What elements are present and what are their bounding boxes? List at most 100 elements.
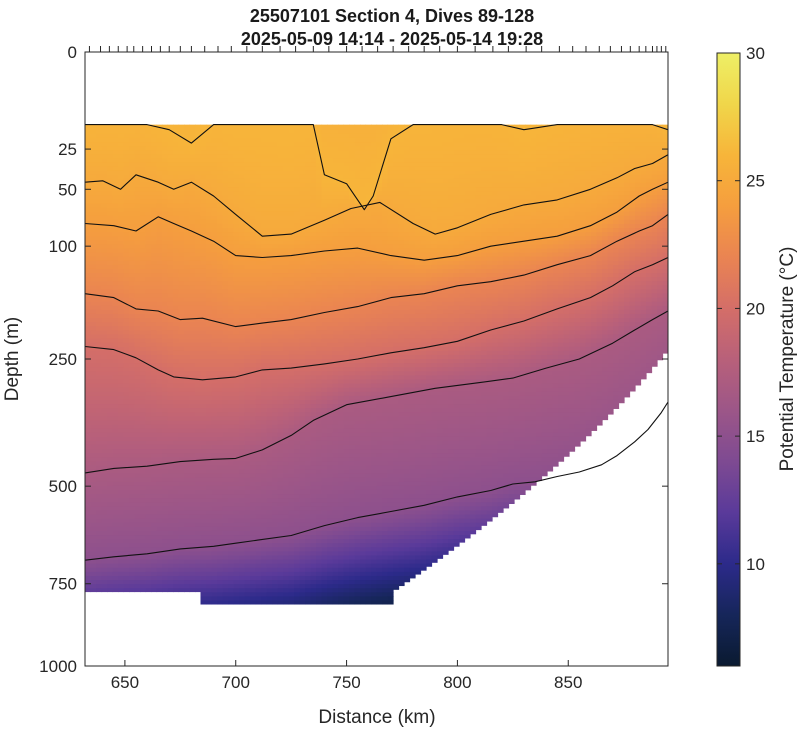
heat-cell (189, 432, 196, 438)
heat-cell (294, 510, 301, 516)
heat-cell (288, 301, 295, 307)
heat-cell (178, 162, 185, 168)
heat-cell (178, 367, 185, 372)
heat-cell (90, 137, 97, 143)
heat-cell (244, 473, 251, 479)
heat-cell (206, 547, 213, 552)
heat-cell (101, 580, 108, 585)
heat-cell (288, 420, 295, 426)
heat-cell (195, 211, 202, 217)
heat-cell (283, 416, 290, 421)
heat-cell (250, 371, 257, 376)
heat-cell (261, 236, 268, 241)
heat-cell (173, 350, 180, 356)
heat-cell (145, 330, 152, 336)
heat-cell (195, 473, 202, 479)
heat-cell (250, 273, 257, 278)
heat-cell (156, 547, 163, 552)
heat-cell (310, 195, 317, 200)
heat-cell (250, 129, 257, 135)
heat-cell (90, 309, 97, 315)
heat-cell (151, 481, 158, 487)
heat-cell (151, 232, 158, 237)
heat-cell (239, 399, 246, 405)
heat-cell (244, 391, 251, 397)
heat-cell (299, 367, 306, 372)
heat-cell (228, 485, 235, 491)
heat-cell (96, 150, 103, 155)
heat-cell (310, 522, 317, 528)
heat-cell (206, 514, 213, 520)
heat-cell (151, 228, 158, 233)
heat-cell (112, 580, 119, 585)
heat-cell (145, 375, 152, 381)
heat-cell (178, 305, 185, 311)
heat-cell (167, 285, 174, 291)
heat-cell (151, 350, 158, 356)
heat-cell (299, 330, 306, 336)
heat-cell (228, 575, 235, 581)
heat-cell (294, 293, 301, 299)
heat-cell (134, 485, 141, 491)
heat-cell (266, 252, 273, 258)
heat-cell (167, 207, 174, 213)
heat-cell (107, 178, 114, 184)
heat-cell (118, 547, 125, 552)
heat-cell (239, 350, 246, 356)
heat-cell (140, 399, 147, 405)
heat-cell (294, 567, 301, 573)
heat-cell (305, 215, 312, 221)
heat-cell (239, 124, 246, 127)
heat-cell (283, 539, 290, 544)
heat-cell (250, 199, 257, 205)
heat-cell (250, 412, 257, 417)
heat-cell (233, 133, 240, 139)
heat-cell (217, 248, 224, 254)
heat-cell (217, 273, 224, 278)
heat-cell (107, 420, 114, 426)
heat-cell (85, 588, 92, 593)
heat-cell (244, 215, 251, 221)
heat-cell (239, 240, 246, 245)
heat-cell (310, 264, 317, 270)
heat-cell (299, 178, 306, 184)
heat-cell (107, 436, 114, 442)
heat-cell (173, 453, 180, 458)
heat-cell (112, 232, 119, 237)
heat-cell (90, 420, 97, 426)
heat-cell (151, 383, 158, 389)
heat-cell (206, 502, 213, 507)
heat-cell (217, 420, 224, 426)
heat-cell (151, 301, 158, 307)
heat-cell (310, 588, 317, 593)
heat-cell (85, 330, 92, 336)
heat-cell (118, 371, 125, 376)
heat-cell (184, 416, 191, 421)
heat-cell (189, 260, 196, 266)
heat-cell (283, 252, 290, 258)
heat-cell (140, 440, 147, 446)
heat-cell (173, 567, 180, 573)
heat-cell (222, 268, 229, 274)
heat-cell (167, 289, 174, 295)
heat-cell (228, 162, 235, 168)
heat-cell (85, 322, 92, 327)
heat-cell (118, 543, 125, 548)
heat-cell (184, 412, 191, 417)
heat-cell (250, 469, 257, 475)
heat-cell (211, 203, 218, 209)
heat-cell (151, 363, 158, 368)
heat-cell (90, 375, 97, 381)
heat-cell (299, 158, 306, 164)
heat-cell (294, 453, 301, 458)
heat-cell (266, 580, 273, 585)
heat-cell (239, 342, 246, 348)
heat-cell (233, 567, 240, 573)
heat-cell (206, 182, 213, 188)
heat-cell (233, 539, 240, 544)
heat-cell (90, 252, 97, 258)
heat-cell (107, 260, 114, 266)
heat-cell (90, 395, 97, 401)
heat-cell (255, 465, 262, 471)
heat-cell (294, 281, 301, 286)
